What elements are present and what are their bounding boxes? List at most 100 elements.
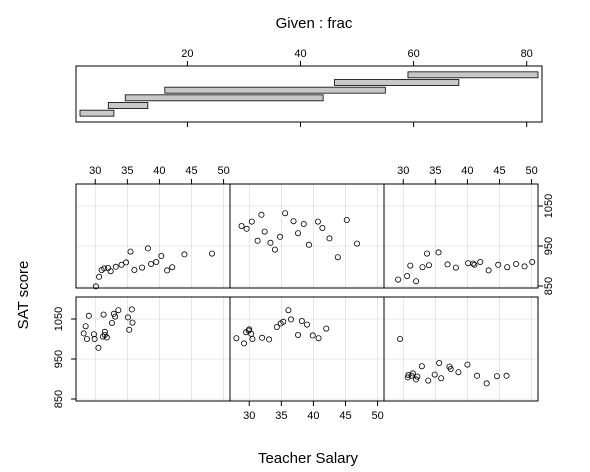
top-right-x-axis-tick-label-4: 50 bbox=[525, 165, 537, 177]
panel-5-point-3 bbox=[254, 237, 261, 244]
panel-1-point-15 bbox=[129, 319, 136, 326]
panel-6-point-8 bbox=[452, 264, 459, 271]
panel-3-point-11 bbox=[436, 359, 443, 366]
panel-1-point-4 bbox=[90, 331, 97, 338]
given-axis: 20 40 60 80 bbox=[181, 48, 533, 127]
panel-2-point-1 bbox=[241, 340, 248, 347]
panel-1-point-1 bbox=[85, 312, 92, 319]
panel-1-point-12 bbox=[115, 307, 122, 314]
scatter-panel-4 bbox=[75, 183, 231, 290]
panel-1-point-9 bbox=[101, 331, 108, 338]
panel-2-point-16 bbox=[298, 317, 305, 324]
panel-3-point-18 bbox=[493, 373, 500, 380]
given-tick-label-3: 80 bbox=[521, 48, 533, 60]
panel-6-point-13 bbox=[495, 261, 502, 268]
given-panel-frame bbox=[75, 65, 543, 123]
panel-3-point-9 bbox=[431, 371, 438, 378]
scatter-axes: 30 35 40 45 50 30 35 40 45 50 30 35 40 45 50 850 950 1050… bbox=[53, 165, 555, 422]
panel-3-point-4 bbox=[413, 376, 420, 383]
panel-3-point-10 bbox=[438, 375, 445, 382]
panel-1-point-17 bbox=[128, 306, 135, 313]
panel-2-point-10 bbox=[280, 318, 287, 325]
panel-5-point-4 bbox=[258, 211, 265, 218]
panel-1-point-7 bbox=[99, 333, 106, 340]
panel-2-point-12 bbox=[295, 331, 302, 338]
panel-3-point-13 bbox=[447, 365, 454, 372]
panel-6-point-11 bbox=[477, 258, 484, 265]
panel-1-point-5 bbox=[91, 335, 98, 342]
given-interval-bar-5 bbox=[334, 79, 460, 86]
panel-4-point-18 bbox=[181, 251, 188, 258]
panel-5-point-14 bbox=[314, 218, 321, 225]
panel-5-point-0 bbox=[238, 222, 245, 229]
panel-5-point-9 bbox=[282, 210, 289, 217]
scatter-panel-3 bbox=[383, 296, 539, 402]
panel-5-point-16 bbox=[326, 235, 333, 242]
bottom-middle-x-axis-tick-label-1: 35 bbox=[275, 410, 287, 422]
bottom-middle-x-axis-tick-label-4: 50 bbox=[371, 410, 383, 422]
panel-1-point-19 bbox=[110, 310, 117, 317]
given-interval-bar-6 bbox=[407, 71, 539, 79]
top-left-x-axis-tick-label-2: 40 bbox=[153, 165, 165, 177]
panel-5-point-6 bbox=[267, 239, 274, 246]
bottom-left-y-axis-tick-label-1: 950 bbox=[53, 350, 65, 368]
top-left-x-axis-tick-label-3: 45 bbox=[185, 165, 197, 177]
panel-6-point-12 bbox=[485, 267, 492, 274]
bottom-left-y-axis-tick-label-2: 1050 bbox=[53, 307, 65, 331]
bottom-left-y-axis-tick-label-0: 850 bbox=[53, 390, 65, 408]
panel-1-point-2 bbox=[80, 330, 87, 337]
panel-6-point-0 bbox=[395, 276, 402, 283]
given-interval-bar-2 bbox=[107, 102, 149, 109]
panel-1-point-10 bbox=[95, 344, 102, 351]
given-tick-label-2: 60 bbox=[407, 48, 419, 60]
panel-1-point-11 bbox=[100, 311, 107, 318]
panel-6-point-19 bbox=[470, 260, 477, 267]
panel-2-point-5 bbox=[245, 327, 252, 334]
panel-3-point-15 bbox=[464, 361, 471, 368]
panel-6-point-15 bbox=[513, 260, 520, 267]
panel-2-frame bbox=[229, 296, 385, 402]
panel-4-point-3 bbox=[101, 265, 108, 272]
x-axis-label: Teacher Salary bbox=[258, 450, 359, 467]
panel-2-point-15 bbox=[323, 325, 330, 332]
panel-2-point-17 bbox=[303, 321, 310, 328]
panel-6-point-6 bbox=[435, 249, 442, 256]
panel-3-frame bbox=[383, 296, 539, 402]
panel-2-point-6 bbox=[259, 334, 266, 341]
scatter-panels bbox=[75, 183, 539, 402]
panel-3-point-14 bbox=[455, 369, 462, 376]
panel-5-point-12 bbox=[300, 220, 307, 227]
scatter-panel-5 bbox=[229, 183, 385, 289]
top-left-x-axis-tick-label-4: 50 bbox=[217, 165, 229, 177]
panel-4-point-19 bbox=[209, 250, 216, 257]
panel-4-frame bbox=[75, 183, 231, 289]
panel-5-frame bbox=[229, 183, 385, 289]
panel-6-point-17 bbox=[529, 258, 536, 265]
panel-1-point-14 bbox=[126, 326, 133, 333]
panel-4-point-1 bbox=[96, 273, 103, 280]
given-tick-label-1: 40 bbox=[294, 48, 306, 60]
panel-6-point-16 bbox=[521, 263, 528, 270]
panel-2-point-0 bbox=[233, 335, 240, 342]
panel-4-point-10 bbox=[131, 266, 138, 273]
panel-2-point-13 bbox=[309, 332, 316, 339]
panel-4-point-5 bbox=[107, 268, 114, 275]
given-interval-bar-4 bbox=[164, 86, 386, 94]
panel-2-point-14 bbox=[315, 335, 322, 342]
panel-3-point-16 bbox=[474, 372, 481, 379]
panel-2-point-18 bbox=[285, 307, 292, 314]
bottom-middle-x-axis-tick-label-0: 30 bbox=[243, 410, 255, 422]
panel-4-point-17 bbox=[169, 264, 176, 271]
top-right-x-axis-tick-label-0: 30 bbox=[397, 165, 409, 177]
scatter-panel-2 bbox=[229, 296, 385, 402]
panel-2-point-4 bbox=[249, 335, 256, 342]
panel-3-point-8 bbox=[425, 377, 432, 384]
panel-5-point-10 bbox=[290, 218, 297, 225]
panel-4-point-11 bbox=[139, 264, 146, 271]
scatter-panel-6 bbox=[383, 183, 539, 289]
panel-6-point-9 bbox=[465, 260, 472, 267]
panel-6-point-5 bbox=[425, 262, 432, 269]
panel-6-point-2 bbox=[407, 262, 414, 269]
top-left-x-axis-tick-label-1: 35 bbox=[121, 165, 133, 177]
panel-5-point-17 bbox=[334, 254, 341, 261]
